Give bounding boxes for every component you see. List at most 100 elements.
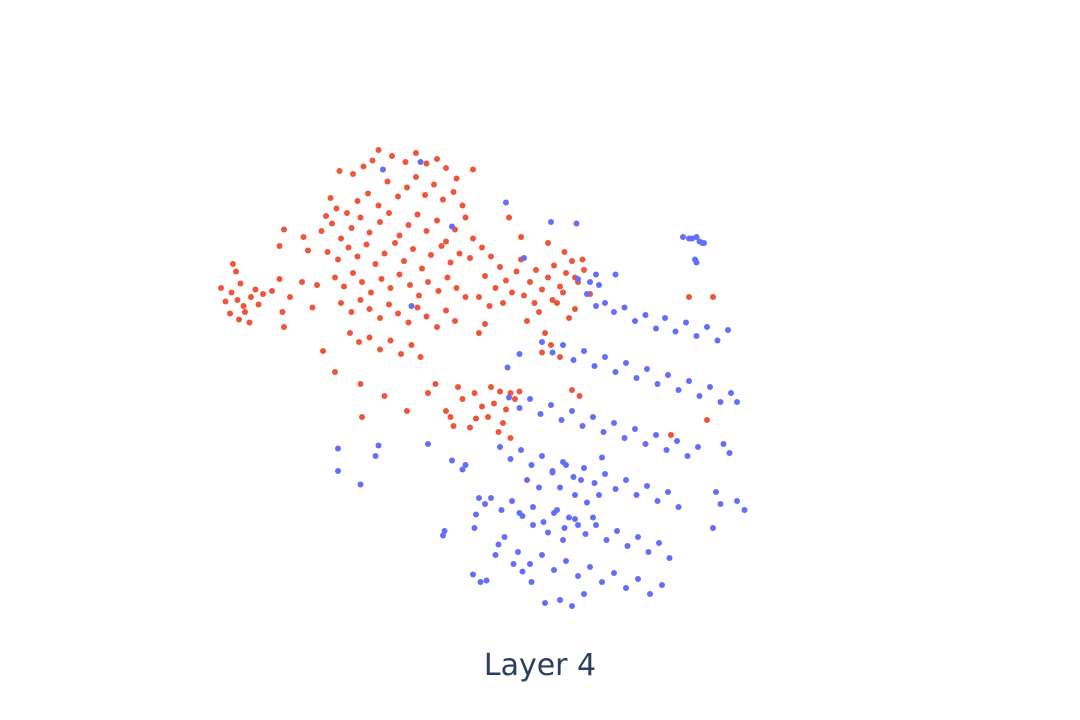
scatter-point <box>623 477 629 483</box>
scatter-point <box>218 285 224 291</box>
scatter-point <box>665 372 671 378</box>
scatter-point <box>503 406 509 413</box>
scatter-point <box>428 252 434 258</box>
scatter-point <box>395 193 401 200</box>
scatter-point <box>587 564 593 570</box>
scatter-point <box>452 318 458 324</box>
scatter-point <box>647 591 653 597</box>
scatter-point <box>599 454 605 461</box>
scatter-point <box>602 354 608 360</box>
scatter-point <box>725 327 731 333</box>
scatter-point <box>348 225 355 231</box>
scatter-point <box>612 369 619 375</box>
scatter-point <box>476 330 482 336</box>
scatter-point <box>683 319 689 326</box>
scatter-point <box>623 585 629 591</box>
scatter-point <box>413 150 419 156</box>
scatter-point <box>336 168 343 174</box>
scatter-point <box>432 381 439 387</box>
scatter-point <box>714 337 721 344</box>
scatter-point <box>726 450 733 456</box>
scatter-point <box>539 349 545 356</box>
scatter-point <box>686 378 692 384</box>
scatter-point <box>404 408 410 414</box>
scatter-point <box>542 330 548 336</box>
scatter-point <box>611 420 617 426</box>
scatter-point <box>357 297 364 303</box>
scatter-point <box>476 495 482 501</box>
scatter-point <box>255 301 262 308</box>
scatter-point <box>425 441 431 447</box>
scatter-point <box>227 310 233 317</box>
scatter-point <box>438 243 445 249</box>
scatter-point <box>704 417 710 423</box>
scatter-point <box>602 471 608 477</box>
scatter-point <box>632 318 638 324</box>
scatter-point <box>318 228 325 234</box>
scatter-point <box>470 235 476 242</box>
scatter-point <box>372 453 379 459</box>
scatter-point <box>350 270 356 276</box>
scatter-point <box>566 514 572 521</box>
scatter-point <box>354 253 361 260</box>
scatter-point <box>509 289 515 296</box>
scatter-point <box>528 579 535 585</box>
scatter-point <box>713 489 719 495</box>
scatter-point <box>414 211 421 218</box>
scatter-point <box>488 384 494 390</box>
scatter-point <box>509 498 515 504</box>
scatter-point <box>357 481 364 488</box>
scatter-point <box>635 534 641 540</box>
scatter-point <box>612 271 619 278</box>
scatter-point <box>443 408 449 414</box>
scatter-point <box>561 525 568 531</box>
scatter-point <box>377 219 383 225</box>
scatter-point <box>516 510 523 516</box>
scatter-point <box>228 289 235 296</box>
scatter-point <box>459 202 466 209</box>
scatter-point <box>488 495 494 501</box>
scatter-point <box>612 486 619 492</box>
scatter-point <box>513 268 520 275</box>
scatter-point <box>492 552 499 558</box>
scatter-point <box>479 403 485 410</box>
scatter-point <box>549 297 556 303</box>
scatter-point <box>269 288 275 294</box>
scatter-point <box>473 415 479 422</box>
scatter-point <box>642 312 649 318</box>
scatter-point <box>425 279 431 285</box>
scatter-point <box>380 166 386 173</box>
scatter-point <box>557 597 563 603</box>
scatter-point <box>366 334 373 341</box>
scatter-point <box>596 282 602 288</box>
scatter-point <box>377 315 383 321</box>
scatter-point <box>515 549 521 555</box>
scatter-point <box>686 294 692 300</box>
scatter-point <box>381 250 388 257</box>
scatter-point <box>372 261 379 267</box>
scatter-point <box>642 441 649 447</box>
scatter-point <box>338 300 344 306</box>
scatter-point <box>417 159 424 165</box>
scatter-point <box>402 159 409 165</box>
scatter-point <box>440 196 446 203</box>
scatter-point <box>434 324 440 330</box>
scatter-point <box>462 462 469 468</box>
scatter-point <box>299 279 305 285</box>
scatter-point <box>356 339 362 345</box>
scatter-point <box>557 354 563 360</box>
scatter-point <box>611 309 617 315</box>
scatter-point <box>396 232 403 239</box>
scatter-point <box>423 160 430 167</box>
scatter-point <box>654 498 661 504</box>
scatter-point <box>516 405 523 411</box>
scatter-point <box>450 189 457 195</box>
scatter-point <box>359 414 365 420</box>
scatter-point <box>423 228 430 234</box>
scatter-point <box>549 349 556 356</box>
scatter-point <box>252 286 259 293</box>
scatter-point <box>413 174 419 180</box>
scatter-point <box>704 324 710 330</box>
scatter-point <box>569 387 575 393</box>
